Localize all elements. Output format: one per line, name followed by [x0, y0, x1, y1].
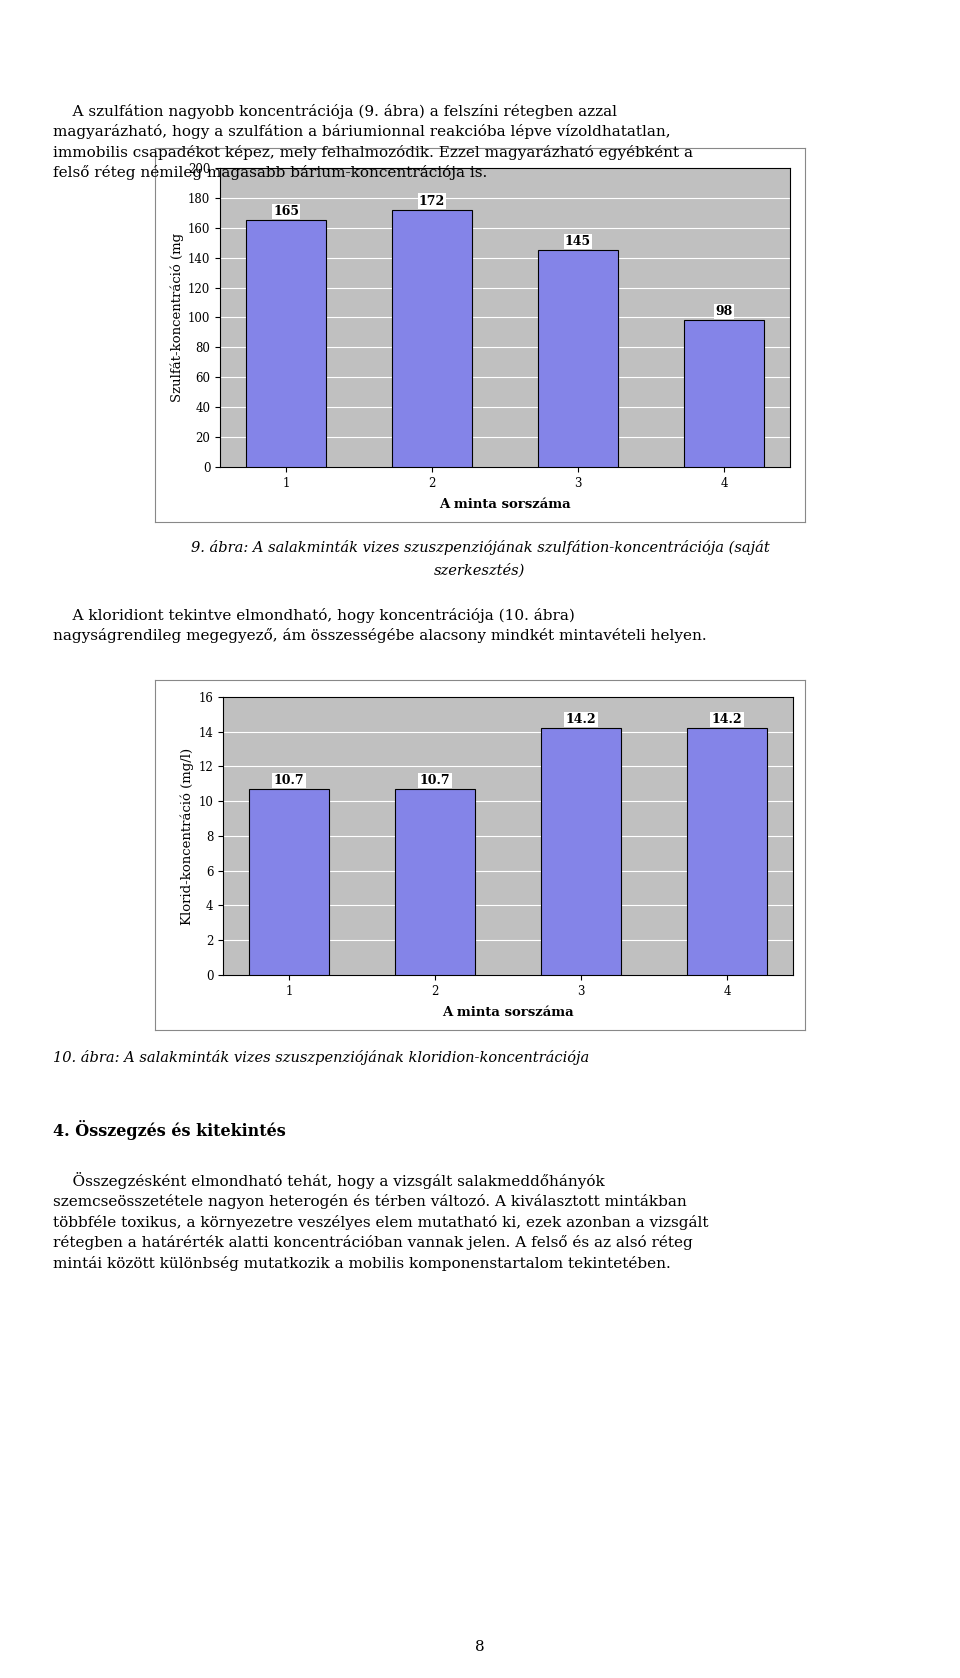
Text: 8: 8 — [475, 1639, 485, 1655]
Text: 10. ábra: A salakminták vizes szuszpenziójának kloridion-koncentrációja: 10. ábra: A salakminták vizes szuszpenzi… — [53, 1050, 589, 1066]
Text: 98: 98 — [715, 305, 732, 319]
Text: 10.7: 10.7 — [420, 774, 450, 787]
Text: A szulfátion nagyobb koncentrációja (9. ábra) a felszíni rétegben azzal
magyaráz: A szulfátion nagyobb koncentrációja (9. … — [53, 104, 693, 180]
Bar — [392, 210, 472, 466]
Text: Összegzésként elmondható tehát, hogy a vizsgált salakmeddőhányók
szemcseösszetét: Összegzésként elmondható tehát, hogy a v… — [53, 1171, 708, 1270]
Text: 165: 165 — [273, 205, 300, 218]
Text: 145: 145 — [564, 235, 591, 248]
Bar — [686, 728, 767, 975]
Bar — [538, 250, 618, 466]
X-axis label: A minta sorszáma: A minta sorszáma — [439, 498, 571, 512]
Text: A kloridiont tekintve elmondható, hogy koncentrációja (10. ábra)
nagyságrendileg: A kloridiont tekintve elmondható, hogy k… — [53, 607, 707, 643]
Bar — [395, 789, 475, 975]
Bar — [246, 220, 326, 466]
Text: 172: 172 — [419, 195, 445, 208]
Y-axis label: Klorid-koncentráció (mg/l): Klorid-koncentráció (mg/l) — [180, 747, 194, 925]
Text: 9. ábra: A salakminták vizes szuszpenziójának szulfátion-koncentrációja (saját: 9. ábra: A salakminták vizes szuszpenzió… — [191, 540, 769, 555]
Bar — [540, 728, 621, 975]
X-axis label: A minta sorszáma: A minta sorszáma — [443, 1007, 574, 1019]
Text: 14.2: 14.2 — [711, 713, 742, 727]
Bar — [684, 320, 764, 466]
Text: szerkesztés): szerkesztés) — [434, 564, 526, 577]
Text: 4. Összegzés és kitekintés: 4. Összegzés és kitekintés — [53, 1119, 285, 1139]
Y-axis label: Szulfát-koncentráció (mg: Szulfát-koncentráció (mg — [170, 233, 183, 403]
Text: 14.2: 14.2 — [565, 713, 596, 727]
Text: 10.7: 10.7 — [274, 774, 304, 787]
Bar — [249, 789, 329, 975]
